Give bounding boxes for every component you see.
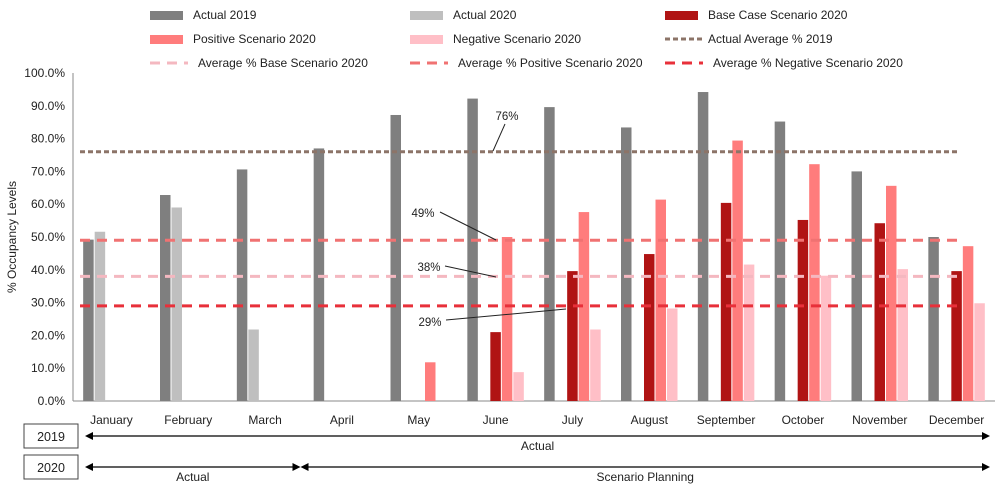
bar-positive-scenario-2020-december bbox=[962, 246, 974, 401]
legend-label: Positive Scenario 2020 bbox=[193, 32, 316, 46]
legend-label: Actual 2019 bbox=[193, 8, 257, 22]
y-tick-label: 10.0% bbox=[31, 361, 65, 375]
timeline-arrowhead bbox=[85, 432, 93, 440]
bar-positive-scenario-2020-june bbox=[501, 237, 513, 401]
bar-positive-scenario-2020-august bbox=[655, 199, 666, 401]
y-tick-label: 40.0% bbox=[31, 263, 65, 277]
bar-actual-2019-may bbox=[390, 114, 401, 401]
timeline-row-box bbox=[23, 454, 79, 480]
bar-positive-scenario-2020-september bbox=[732, 140, 743, 401]
y-tick-label: 80.0% bbox=[31, 132, 65, 146]
x-tick-label: May bbox=[407, 413, 430, 427]
y-tick-label: 50.0% bbox=[31, 230, 65, 244]
y-tick-label: 20.0% bbox=[31, 328, 65, 342]
bar-actual-2019-october bbox=[774, 121, 786, 401]
timeline-arrowhead bbox=[982, 463, 990, 471]
y-tick-label: 30.0% bbox=[31, 296, 65, 310]
legend-label: Average % Base Scenario 2020 bbox=[198, 56, 368, 70]
bar-base-case-scenario-2020-august bbox=[644, 254, 655, 401]
bar-base-case-scenario-2020-june bbox=[490, 332, 501, 401]
x-tick-label: July bbox=[562, 413, 583, 427]
bar-negative-scenario-2020-june bbox=[513, 372, 524, 401]
timeline-row-box bbox=[23, 423, 79, 449]
bar-base-case-scenario-2020-september bbox=[720, 202, 732, 401]
timeline-segment-label: Scenario Planning bbox=[597, 470, 694, 484]
timeline-arrowhead bbox=[982, 432, 990, 440]
x-tick-label: November bbox=[852, 413, 907, 427]
timeline-row-label: 2020 bbox=[37, 461, 65, 475]
bar-actual-2019-march bbox=[236, 169, 248, 401]
bar-base-case-scenario-2020-july bbox=[567, 271, 578, 401]
x-tick-label: August bbox=[631, 413, 669, 427]
annotation-label: 76% bbox=[495, 111, 518, 123]
y-tick-label: 60.0% bbox=[31, 197, 65, 211]
bar-negative-scenario-2020-july bbox=[590, 329, 601, 401]
bar-negative-scenario-2020-august bbox=[667, 308, 678, 401]
annotation-leader-line bbox=[492, 123, 506, 152]
bar-negative-scenario-2020-december bbox=[974, 303, 985, 401]
bar-base-case-scenario-2020-december bbox=[951, 271, 962, 401]
bar-actual-2019-december bbox=[928, 237, 939, 401]
bar-positive-scenario-2020-july bbox=[578, 212, 590, 401]
timeline-segment-label: Actual bbox=[521, 439, 554, 453]
y-tick-label: 0.0% bbox=[38, 394, 66, 408]
timeline-segment-label: Actual bbox=[176, 470, 209, 484]
annotation-leader-line bbox=[444, 265, 497, 278]
bar-actual-2020-february bbox=[171, 207, 182, 401]
legend-swatch bbox=[665, 11, 698, 20]
x-tick-label: October bbox=[782, 413, 825, 427]
legend-label: Base Case Scenario 2020 bbox=[708, 8, 848, 22]
x-tick-label: June bbox=[483, 413, 509, 427]
x-tick-label: February bbox=[164, 413, 212, 427]
bar-base-case-scenario-2020-october bbox=[797, 219, 809, 401]
legend-swatch bbox=[150, 35, 183, 44]
bar-base-case-scenario-2020-november bbox=[874, 223, 885, 401]
bar-negative-scenario-2020-november bbox=[897, 269, 908, 401]
x-tick-label: September bbox=[697, 413, 756, 427]
bar-positive-scenario-2020-october bbox=[809, 164, 820, 401]
bar-negative-scenario-2020-september bbox=[743, 264, 755, 401]
annotation-label: 49% bbox=[411, 208, 434, 220]
timeline-arrowhead bbox=[300, 463, 309, 471]
bar-actual-2019-february bbox=[160, 195, 171, 401]
y-axis-label: % Occupancy Levels bbox=[5, 181, 19, 293]
bar-actual-2019-july bbox=[544, 107, 555, 401]
timeline-arrowhead bbox=[85, 463, 93, 471]
legend-label: Average % Positive Scenario 2020 bbox=[458, 56, 643, 70]
annotation-leader-line bbox=[445, 308, 567, 321]
x-tick-label: March bbox=[248, 413, 281, 427]
annotation-label: 38% bbox=[417, 262, 440, 274]
bar-actual-2019-june bbox=[467, 98, 478, 402]
legend-label: Actual Average % 2019 bbox=[708, 32, 833, 46]
bar-actual-2020-january bbox=[94, 231, 106, 401]
y-tick-label: 90.0% bbox=[31, 99, 65, 113]
y-tick-label: 100.0% bbox=[24, 66, 65, 80]
bar-positive-scenario-2020-may bbox=[425, 362, 436, 401]
x-tick-label: January bbox=[90, 413, 133, 427]
legend-swatch bbox=[410, 35, 443, 44]
legend-label: Negative Scenario 2020 bbox=[453, 32, 581, 46]
timeline-row-label: 2019 bbox=[37, 430, 65, 444]
bar-actual-2020-march bbox=[248, 329, 259, 401]
bar-actual-2019-september bbox=[697, 92, 709, 402]
x-tick-label: December bbox=[929, 413, 984, 427]
bar-actual-2019-april bbox=[313, 148, 325, 401]
timeline-arrowhead bbox=[292, 463, 301, 471]
bar-positive-scenario-2020-november bbox=[886, 185, 897, 401]
y-tick-label: 70.0% bbox=[31, 164, 65, 178]
bar-actual-2019-august bbox=[621, 127, 632, 401]
annotation-leader-line bbox=[439, 211, 497, 241]
legend-swatch bbox=[150, 11, 183, 20]
legend-swatch bbox=[410, 11, 443, 20]
x-tick-label: April bbox=[330, 413, 354, 427]
legend-label: Actual 2020 bbox=[453, 8, 517, 22]
bar-negative-scenario-2020-october bbox=[820, 275, 832, 401]
bar-actual-2019-november bbox=[851, 171, 862, 401]
bar-actual-2019-january bbox=[83, 239, 94, 401]
annotation-label: 29% bbox=[418, 317, 441, 329]
legend-label: Average % Negative Scenario 2020 bbox=[713, 56, 903, 70]
